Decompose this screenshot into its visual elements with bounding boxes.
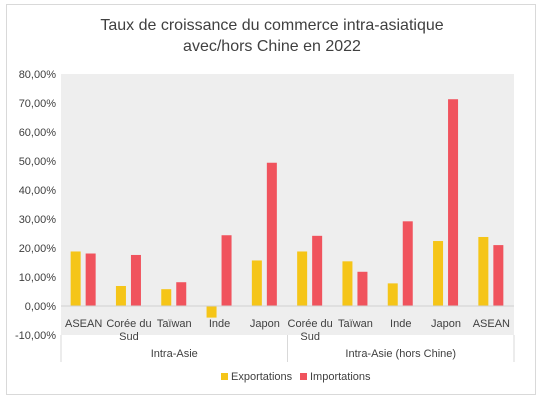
x-category-label: Inde	[209, 318, 230, 330]
x-category-label: ASEAN	[473, 318, 510, 330]
y-tick-label: -10,00%	[15, 330, 56, 342]
plot-area: 80,00% 70,00% 60,00% 50,00% 40,00% 30,00% 20,0…	[15, 69, 515, 383]
bar-importations	[402, 221, 413, 306]
x-category-label: Japon	[250, 318, 280, 330]
x-category-label: ASEAN	[65, 318, 102, 330]
y-tick-label: 10,00%	[19, 272, 57, 284]
chart-title-line-2: avec/hors Chine en 2022	[183, 38, 361, 55]
y-tick-label: 30,00%	[19, 214, 57, 226]
y-tick-label: 60,00%	[19, 127, 57, 139]
bar-importations	[221, 235, 232, 306]
plot-background	[61, 74, 514, 335]
y-tick-label: 70,00%	[19, 98, 57, 110]
bar-exportations	[297, 251, 308, 306]
bar-importations	[357, 271, 368, 306]
x-category-label: Taïwan	[338, 318, 373, 330]
bar-importations	[85, 253, 96, 306]
bar-importations	[266, 162, 277, 306]
x-category-label: Sud	[119, 331, 139, 343]
y-tick-label: 40,00%	[19, 185, 57, 197]
legend-swatch-importations	[300, 373, 307, 380]
bar-exportations	[342, 261, 353, 306]
bar-exportations	[206, 306, 217, 318]
bar-exportations	[433, 241, 444, 306]
legend-label: Exportations	[231, 371, 293, 383]
x-category-label: Corée du	[288, 318, 333, 330]
bar-exportations	[251, 260, 262, 306]
bar-exportations	[478, 236, 489, 306]
bar-importations	[130, 254, 141, 306]
chart-title-line-1: Taux de croissance du commerce intra-asi…	[100, 17, 443, 34]
x-category-label: Inde	[390, 318, 411, 330]
bar-importations	[312, 235, 323, 306]
y-tick-label: 50,00%	[19, 156, 57, 168]
bar-exportations	[161, 289, 172, 306]
x-category-label: Japon	[431, 318, 461, 330]
legend-label: Importations	[310, 371, 371, 383]
x-category-label: Sud	[300, 331, 320, 343]
y-tick-label: 80,00%	[19, 69, 57, 81]
bar-exportations	[115, 285, 126, 306]
bar-importations	[448, 99, 459, 306]
x-category-label: Taïwan	[157, 318, 192, 330]
x-group-label: Intra-Asie (hors Chine)	[345, 348, 456, 360]
y-tick-label: 20,00%	[19, 243, 57, 255]
bar-exportations	[70, 251, 81, 306]
x-category-label: Corée du	[106, 318, 151, 330]
x-group-label: Intra-Asie	[151, 348, 198, 360]
legend-swatch-exportations	[221, 373, 228, 380]
y-tick-label: 0,00%	[25, 301, 56, 313]
bar-importations	[176, 282, 187, 306]
bar-exportations	[387, 283, 398, 306]
bar-importations	[493, 245, 504, 306]
